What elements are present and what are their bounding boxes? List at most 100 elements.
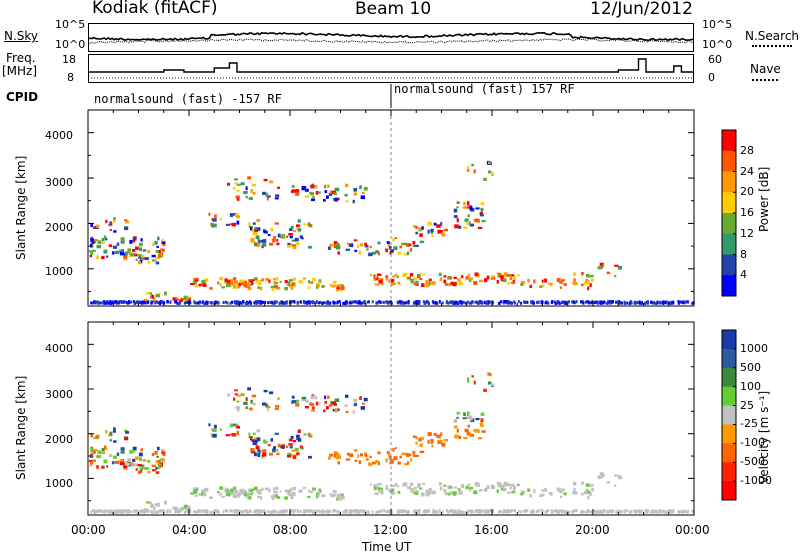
velocity-cell	[431, 510, 434, 514]
velocity-cell	[364, 452, 368, 457]
velocity-cell	[388, 488, 391, 493]
velocity-cell	[217, 490, 220, 494]
power-cell	[126, 251, 130, 254]
power-cell	[291, 282, 296, 286]
power-cell	[391, 282, 396, 285]
velocity-cell	[308, 489, 310, 493]
power-cell	[503, 272, 508, 276]
velocity-cell	[280, 445, 285, 449]
velocity-cell	[436, 434, 441, 439]
power-cell	[229, 283, 233, 286]
power-cell	[345, 300, 348, 304]
power-cell	[250, 240, 256, 244]
velocity-cell	[353, 449, 358, 452]
power-cell	[573, 272, 577, 276]
power-cell	[307, 300, 310, 304]
velocity-cell	[155, 466, 158, 470]
power-cell	[480, 300, 483, 304]
velocity-cell	[282, 510, 285, 514]
power-cell	[273, 301, 276, 305]
power-cell	[117, 300, 119, 304]
velocity-cell	[391, 484, 396, 487]
power-cell	[230, 223, 233, 226]
velocity-cell	[258, 489, 262, 494]
velocity-cell	[394, 483, 397, 486]
power-cell	[520, 283, 524, 286]
velocity-cell	[124, 437, 129, 441]
power-cell	[430, 228, 434, 233]
power-cell	[615, 300, 618, 304]
power-cell	[96, 224, 100, 228]
power-cell	[288, 284, 293, 287]
velocity-cell	[453, 425, 458, 429]
velocity-cell	[353, 398, 357, 403]
power-cell	[540, 301, 543, 305]
velocity-cell	[402, 510, 405, 514]
velocity-cell	[599, 511, 602, 514]
power-cell	[656, 300, 659, 304]
power-cell	[237, 300, 240, 304]
power-cell	[133, 300, 136, 304]
velocity-cell	[180, 506, 184, 509]
power-cell	[573, 300, 575, 304]
velocity-cell	[655, 509, 658, 513]
power-cell	[156, 300, 159, 304]
cpid-label: CPID	[6, 90, 39, 104]
velocity-cell	[137, 463, 142, 467]
velocity-cell	[323, 395, 327, 400]
velocity-cell	[125, 461, 128, 466]
velocity-cell	[114, 509, 117, 513]
power-cell	[114, 300, 117, 304]
power-cell	[508, 300, 511, 304]
velocity-cell	[189, 510, 192, 513]
power-cell	[605, 301, 608, 305]
power-cell	[413, 282, 418, 286]
power-cell	[463, 201, 466, 206]
power-cell	[124, 219, 128, 222]
power-cell	[155, 261, 160, 265]
velocity-cell	[497, 482, 502, 485]
velocity-cell	[90, 510, 93, 514]
velocity-cell	[252, 432, 256, 436]
power-cell	[503, 300, 506, 303]
velocity-cell	[132, 449, 136, 453]
velocity-cell	[595, 511, 597, 514]
power-cell	[226, 301, 229, 305]
power-colorbar-swatch	[722, 171, 736, 193]
power-cell	[427, 300, 429, 304]
power-colorbar-tick: 20	[740, 185, 754, 199]
power-cell	[256, 242, 259, 247]
velocity-cell	[360, 406, 365, 410]
velocity-cell	[432, 509, 435, 512]
power-cell	[327, 184, 330, 188]
velocity-cell	[248, 432, 251, 436]
velocity-cell	[321, 509, 324, 513]
date-title: 12/Jun/2012	[590, 0, 693, 19]
power-cell	[110, 300, 113, 304]
velocity-cell	[128, 510, 131, 514]
velocity-cell	[417, 485, 421, 488]
power-cell	[290, 225, 294, 229]
power-cell	[425, 283, 430, 287]
power-cell	[132, 249, 136, 252]
power-cell	[445, 301, 448, 305]
noise-search-trace	[87, 38, 695, 44]
velocity-cell	[484, 487, 488, 491]
velocity-cell	[408, 453, 412, 456]
velocity-cell	[526, 509, 529, 513]
power-cell	[438, 229, 443, 233]
velocity-cell	[342, 510, 345, 514]
velocity-cell	[430, 439, 434, 443]
velocity-cell	[190, 492, 195, 495]
velocity-cell	[334, 408, 338, 413]
velocity-colorbar-tick: 25	[740, 398, 754, 412]
velocity-cell	[135, 468, 138, 471]
power-cell	[336, 288, 339, 292]
power-cell	[155, 300, 158, 304]
power-cell	[231, 300, 233, 304]
power-cell	[406, 243, 410, 247]
power-cell	[245, 195, 248, 199]
velocity-cell	[236, 425, 240, 429]
velocity-cell	[119, 461, 125, 466]
velocity-cell	[650, 510, 652, 514]
